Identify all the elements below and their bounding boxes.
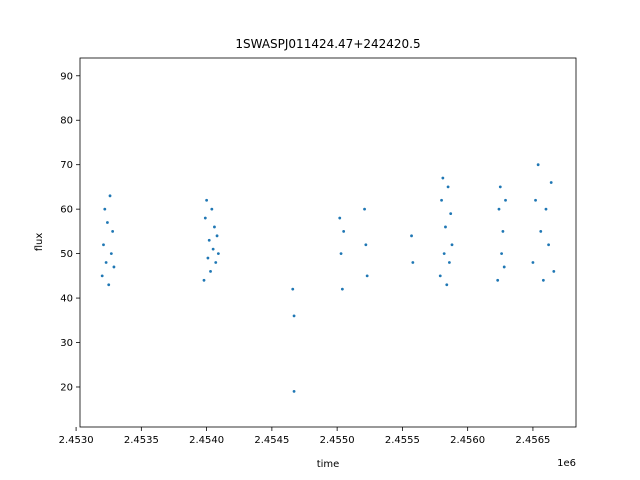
data-point [549, 181, 553, 184]
chart-title: 1SWASPJ011424.47+242420.5 [235, 37, 420, 51]
y-tick-label: 20 [60, 382, 73, 393]
x-tick-label: 2.4535 [124, 435, 159, 446]
x-tick-label: 2.4545 [254, 435, 289, 446]
data-point [441, 176, 445, 180]
data-point [504, 198, 507, 202]
y-tick-label: 80 [60, 116, 73, 127]
x-tick-label: 2.4560 [450, 435, 485, 446]
data-point [292, 314, 296, 318]
data-point [411, 261, 415, 264]
data-point [541, 278, 545, 282]
data-point [104, 261, 108, 264]
data-point [450, 243, 454, 247]
x-axis-offset-label: 1e6 [557, 458, 576, 469]
data-point [207, 238, 211, 242]
data-point [498, 185, 502, 189]
data-points [100, 163, 556, 393]
data-point [213, 225, 216, 229]
data-point [214, 261, 218, 264]
plot-frame [79, 57, 577, 428]
data-point [497, 207, 501, 211]
y-tick-label: 60 [60, 205, 73, 216]
data-point [536, 163, 540, 167]
data-point [107, 283, 111, 287]
y-axis: 20 30 40 50 60 70 80 90 [60, 71, 80, 393]
data-point [342, 229, 346, 233]
data-point [552, 270, 556, 273]
data-point [547, 243, 550, 247]
data-point [112, 265, 116, 269]
data-point [203, 216, 207, 220]
data-point [447, 261, 451, 264]
x-axis-label: time [317, 459, 340, 470]
data-point [109, 252, 113, 256]
data-point [531, 261, 535, 264]
data-point [539, 229, 543, 233]
data-point [410, 234, 413, 238]
data-point [442, 252, 446, 256]
x-axis: 2.4530 2.4535 2.4540 2.4545 2.4550 2.4555 2.45… [59, 427, 550, 446]
data-point [438, 274, 442, 278]
data-point [291, 287, 295, 291]
y-tick-label: 30 [60, 338, 73, 349]
data-point [444, 225, 447, 229]
data-point [534, 198, 537, 202]
data-point [445, 283, 449, 287]
data-point [292, 390, 296, 393]
y-tick-label: 50 [60, 249, 73, 260]
data-point [496, 278, 500, 282]
x-tick-label: 2.4530 [59, 435, 94, 446]
data-point [338, 216, 342, 220]
data-point [209, 270, 212, 273]
data-point [103, 207, 107, 211]
data-point [102, 243, 105, 247]
data-point [206, 256, 210, 260]
data-point [100, 274, 104, 278]
data-point [339, 252, 343, 256]
data-point [210, 207, 214, 211]
data-point [363, 207, 366, 211]
y-tick-label: 90 [60, 71, 73, 82]
x-tick-label: 2.4540 [189, 435, 224, 446]
data-point [211, 247, 215, 251]
data-point [111, 229, 115, 233]
data-point [440, 198, 443, 202]
y-tick-label: 40 [60, 294, 73, 305]
data-point [106, 221, 109, 224]
x-tick-label: 2.4565 [515, 435, 550, 446]
y-axis-label: flux [34, 233, 45, 252]
data-point [216, 252, 220, 256]
data-point [501, 229, 505, 233]
data-point [340, 287, 344, 291]
y-tick-label: 70 [60, 160, 73, 171]
data-point [364, 243, 368, 247]
data-point [500, 252, 503, 256]
data-point [502, 265, 506, 269]
x-tick-label: 2.4555 [385, 435, 420, 446]
data-point [365, 274, 369, 278]
data-point [202, 278, 206, 282]
x-tick-label: 2.4550 [320, 435, 355, 446]
data-point [446, 185, 450, 189]
data-point [205, 198, 209, 202]
data-point [449, 212, 453, 216]
data-point [544, 207, 548, 211]
data-point [215, 234, 219, 238]
data-point [108, 194, 112, 198]
